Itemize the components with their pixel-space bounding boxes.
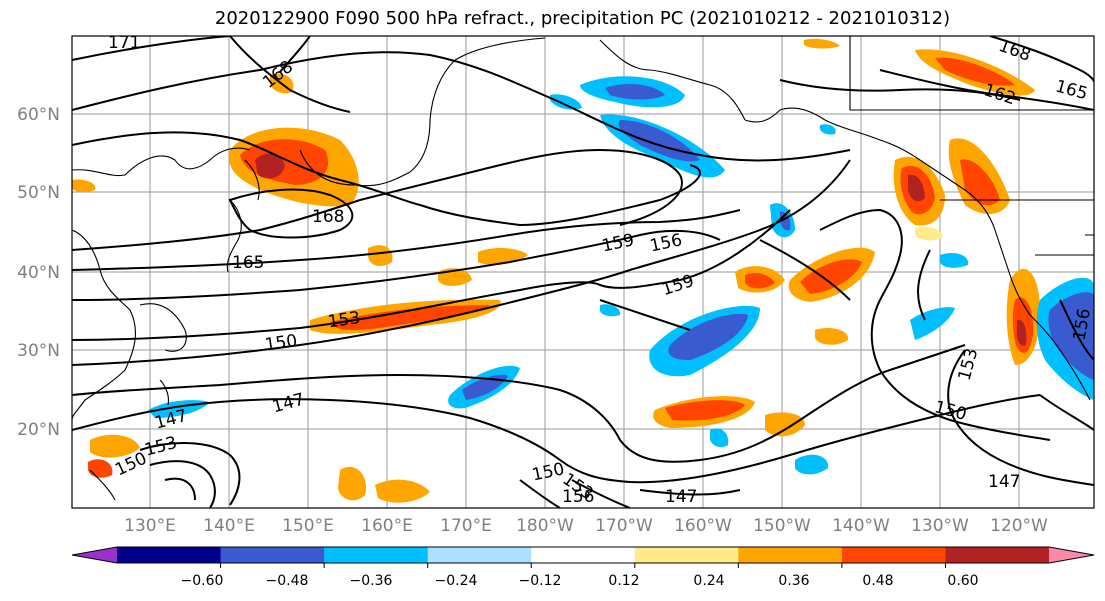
coastlines xyxy=(72,36,1094,501)
colorbar-cell xyxy=(738,547,843,563)
contour-label: 156 xyxy=(1070,307,1095,342)
contour-lines xyxy=(72,36,1094,508)
colorbar-label: 0.36 xyxy=(778,573,809,589)
positive-shading xyxy=(72,38,1040,503)
lat-label: 30°N xyxy=(17,341,60,361)
lon-label: 160°E xyxy=(361,516,413,536)
lat-label: 50°N xyxy=(17,183,60,203)
colorbar-right-extension xyxy=(1049,547,1094,563)
lon-label: 140°E xyxy=(203,516,255,536)
contour-label-group: 171 168 168 162 165 168 165 159 156 159 … xyxy=(108,33,1095,507)
lon-label: 140°W xyxy=(832,516,890,536)
colorbar-label: 0.60 xyxy=(947,573,978,589)
longitude-labels: 130°E 140°E 150°E 160°E 170°E 180°W 170°… xyxy=(124,516,1048,536)
colorbar-label: 0.24 xyxy=(693,573,724,589)
map-title: 2020122900 F090 500 hPa refract., precip… xyxy=(214,8,951,29)
contour-label: 165 xyxy=(232,253,264,273)
colorbar-label: −0.60 xyxy=(181,573,224,589)
contour-label: 153 xyxy=(327,308,362,332)
lat-label: 40°N xyxy=(17,263,60,283)
lat-label: 20°N xyxy=(17,420,60,440)
colorbar-cells xyxy=(117,547,1050,563)
colorbar-left-extension xyxy=(72,547,117,563)
contour-label: 168 xyxy=(312,207,344,227)
colorbar-cell xyxy=(427,547,532,563)
lon-label: 160°W xyxy=(674,516,732,536)
latitude-labels: 60°N 50°N 40°N 30°N 20°N xyxy=(17,105,60,440)
lon-label: 150°W xyxy=(753,516,811,536)
contour-label: 171 xyxy=(108,33,140,53)
contour-label: 150 xyxy=(264,331,299,355)
colorbar-cell xyxy=(634,547,739,563)
lon-label: 120°W xyxy=(990,516,1048,536)
colorbar: −0.60 −0.48 −0.36 −0.24 −0.12 0.12 0.24 … xyxy=(71,546,1095,589)
lat-label: 60°N xyxy=(17,105,60,125)
lon-label: 170°W xyxy=(595,516,653,536)
colorbar-labels: −0.60 −0.48 −0.36 −0.24 −0.12 0.12 0.24 … xyxy=(181,573,979,589)
colorbar-label: −0.12 xyxy=(519,573,562,589)
colorbar-label: −0.48 xyxy=(266,573,309,589)
contour-label: 156 xyxy=(562,487,594,507)
colorbar-cell xyxy=(945,547,1050,563)
colorbar-label: 0.12 xyxy=(608,573,639,589)
map-frame xyxy=(71,35,1095,509)
colorbar-cell xyxy=(220,547,325,563)
contour-label: 147 xyxy=(988,472,1020,492)
lon-label: 130°W xyxy=(911,516,969,536)
colorbar-label: −0.36 xyxy=(350,573,393,589)
contour-label: 147 xyxy=(665,487,697,507)
colorbar-cell xyxy=(531,547,636,563)
colorbar-outline xyxy=(71,546,1095,564)
colorbar-ticks xyxy=(220,563,946,568)
lon-label: 180°W xyxy=(516,516,574,536)
colorbar-cell xyxy=(324,547,429,563)
colorbar-cell xyxy=(117,547,222,563)
colorbar-label: 0.48 xyxy=(862,573,893,589)
lon-label: 150°E xyxy=(282,516,334,536)
colorbar-label: −0.24 xyxy=(435,573,478,589)
lon-label: 130°E xyxy=(124,516,176,536)
colorbar-cell xyxy=(841,547,946,563)
lon-label: 170°E xyxy=(440,516,492,536)
